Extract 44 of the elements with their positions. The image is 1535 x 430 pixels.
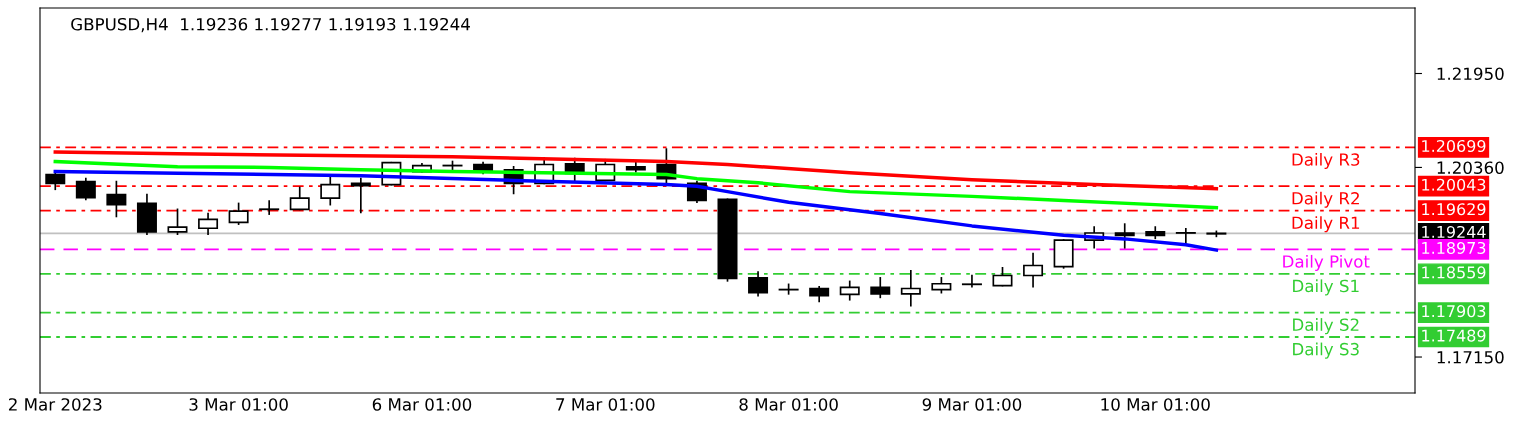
x-tick-label: 9 Mar 01:00: [922, 398, 1022, 411]
candlestick: [106, 180, 127, 218]
text: 1.19244: [1422, 225, 1486, 238]
line-series: [53, 159, 1219, 210]
text: 1.17903: [1422, 305, 1486, 318]
candlestick: [839, 280, 860, 301]
ref-line-label: Daily R1: [1292, 216, 1360, 233]
y-tick-label: 1.20360: [1437, 161, 1504, 174]
x-tick-label: 3 Mar 01:00: [189, 398, 288, 411]
x-tick-label: 10 Mar 01:00: [1101, 398, 1210, 411]
candlestick: [1023, 252, 1044, 288]
candlestick: [870, 277, 891, 299]
candlestick: [1175, 228, 1196, 246]
candlestick: [320, 174, 341, 206]
ref-line-label: Daily R2: [1292, 191, 1359, 208]
candlestick: [167, 208, 188, 236]
candlestick: [75, 177, 96, 201]
candlestick: [961, 274, 982, 288]
candlestick: [1114, 223, 1135, 249]
candlestick: [900, 269, 921, 307]
ref-line-label: Daily S2: [1293, 318, 1359, 335]
text: 1.20699: [1422, 139, 1486, 153]
x-tick-label: 2 Mar 2023: [8, 398, 102, 411]
text: GBPUSD,H4 1.19236 1.19277 1.19193 1.19244: [71, 17, 470, 33]
candlestick: [259, 200, 280, 215]
text: 1.18973: [1422, 241, 1486, 254]
x-tick-label: 8 Mar 01:00: [739, 398, 838, 411]
candlestick: [350, 177, 371, 214]
candlestick: [198, 212, 219, 236]
text: 1.20043: [1422, 178, 1486, 191]
candlestick: [228, 202, 249, 225]
candlestick: [748, 271, 769, 297]
ref-line-label: Daily S3: [1293, 342, 1359, 359]
x-tick-label: 6 Mar 01:00: [372, 398, 472, 411]
text: 1.17489: [1422, 329, 1486, 342]
text: 1.18559: [1422, 266, 1486, 279]
x-tick-label: 7 Mar 01:00: [556, 398, 655, 411]
candlestick: [289, 186, 310, 211]
ref-line-label: Daily Pivot: [1283, 254, 1370, 272]
ref-line-label: Daily R3: [1292, 152, 1360, 170]
y-tick-label: 1.17150: [1437, 350, 1504, 364]
y-tick-label: 1.21950: [1437, 67, 1504, 81]
ref-line-label: Daily S1: [1293, 279, 1359, 296]
text: 1.19629: [1422, 203, 1486, 216]
